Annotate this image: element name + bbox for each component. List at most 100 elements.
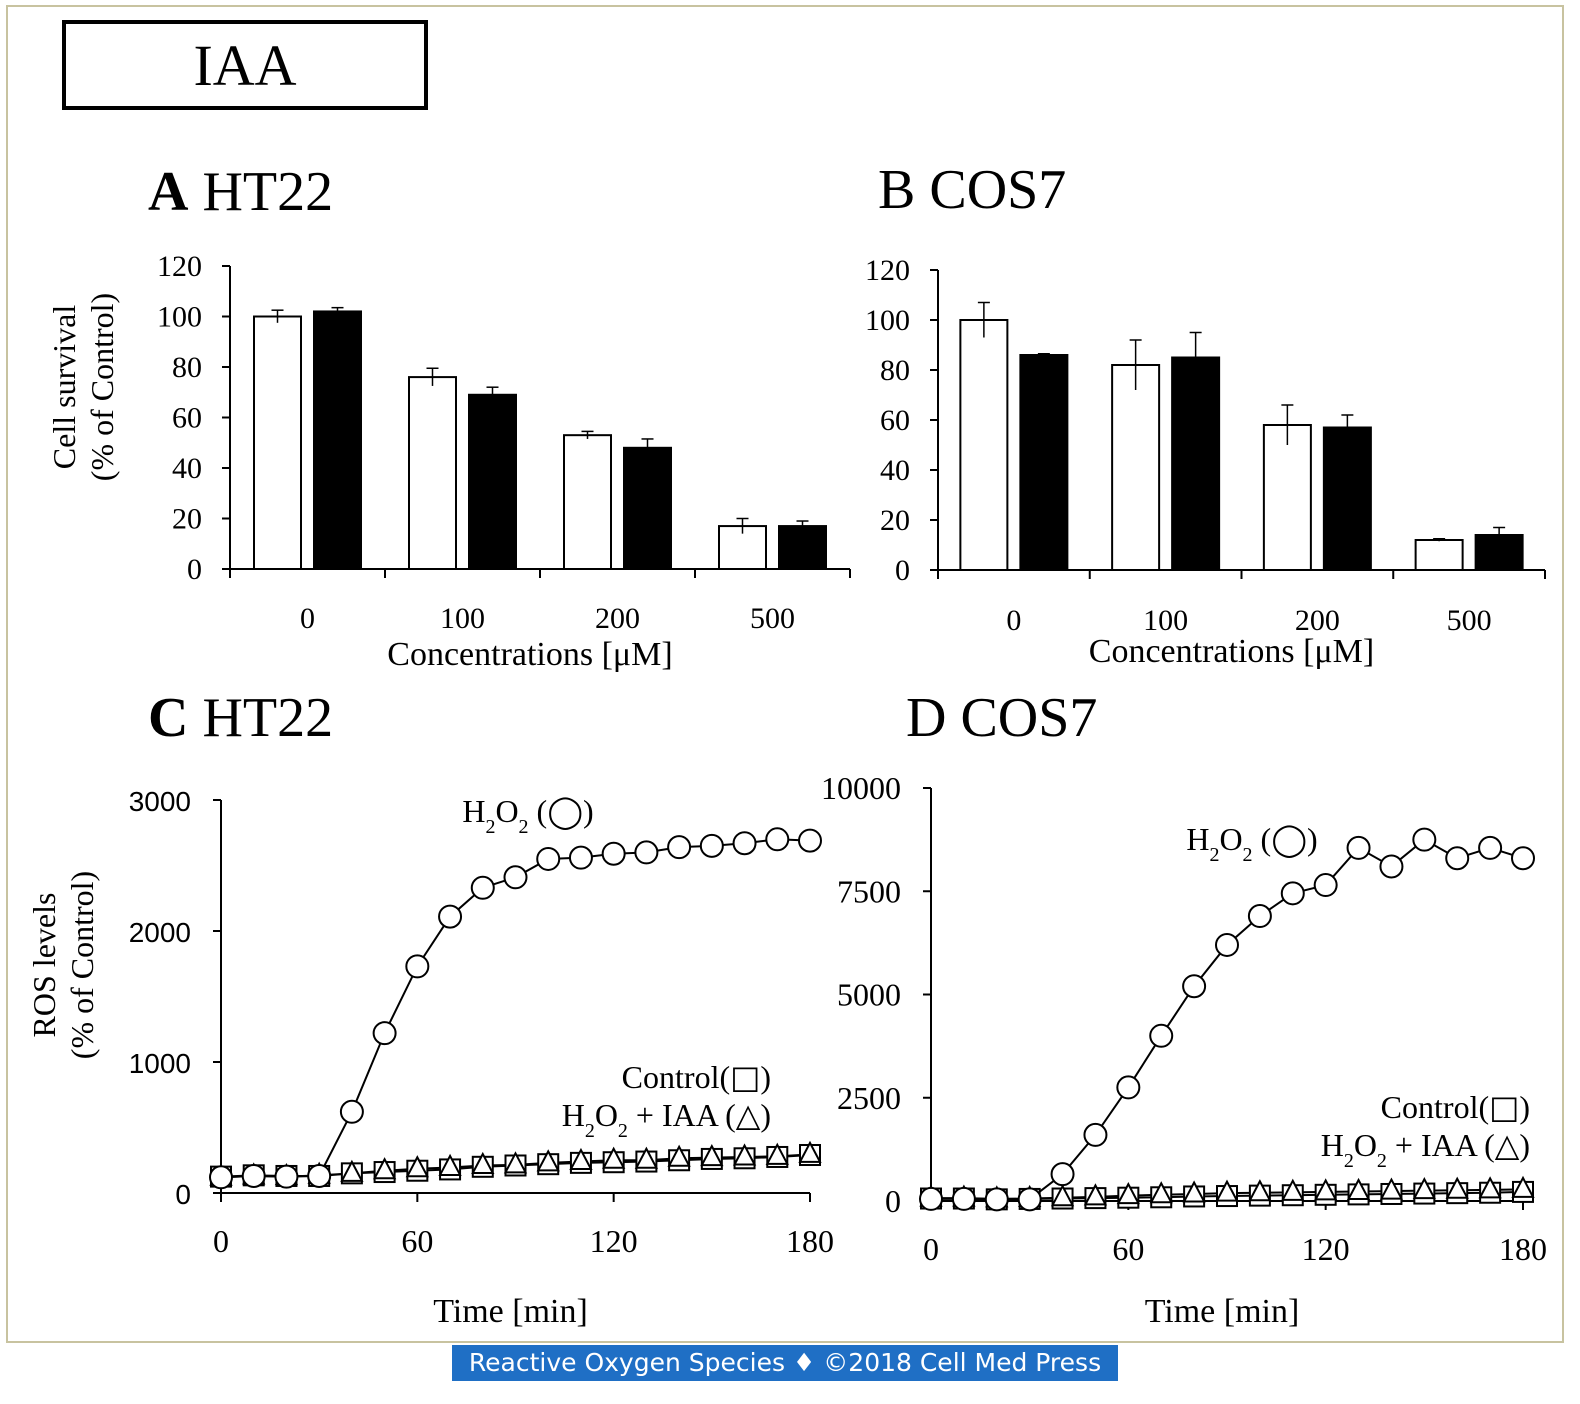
y-tick-label: 0 xyxy=(175,1179,191,1210)
y-tick-label: 80 xyxy=(880,354,910,387)
bar xyxy=(1019,354,1069,571)
panel-letter: C xyxy=(148,687,189,749)
x-tick-label: 100 xyxy=(440,602,485,635)
x-tick-label: 500 xyxy=(1447,604,1492,637)
triangle-marker xyxy=(503,1151,528,1174)
label-part: ) xyxy=(583,793,594,829)
y-tick-label: 100 xyxy=(157,301,202,334)
series-annotation: H2O2 (◯) xyxy=(462,792,593,838)
circle-marker xyxy=(1478,835,1503,860)
bar xyxy=(959,319,1009,571)
circle-marker xyxy=(307,1163,332,1188)
panel-label-d: D COS7 xyxy=(906,690,1097,746)
series-annotation: H2O2 + IAA (△) xyxy=(562,1096,771,1142)
line-chart-d: 0 2500 5000 7500 10000 0 60 120 180 Time [min] xyxy=(821,770,1547,1330)
circle-marker xyxy=(1313,873,1338,898)
y-tick-label: 20 xyxy=(172,503,202,536)
marker-glyph: □ xyxy=(1489,1088,1519,1126)
circle-marker xyxy=(1182,974,1207,999)
triangle-marker xyxy=(1511,1175,1535,1198)
bar-chart-a: 0 20 40 60 80 100 120 0 100 200 500 Concentrations … xyxy=(46,250,851,673)
label-part: ) xyxy=(1519,1089,1530,1125)
triangle-marker xyxy=(1445,1176,1469,1199)
circle-marker xyxy=(1215,932,1239,957)
circle-marker xyxy=(1149,1023,1174,1048)
circle-marker xyxy=(601,841,626,866)
subscript: 2 xyxy=(1377,1150,1387,1172)
y-tick-label: 2000 xyxy=(129,917,191,948)
triangle-marker xyxy=(536,1149,560,1172)
triangle-marker xyxy=(438,1153,462,1176)
circle-marker xyxy=(274,1164,299,1189)
triangle-marker xyxy=(340,1159,364,1182)
circle-marker xyxy=(634,840,659,865)
x-tick-label: 60 xyxy=(1112,1231,1144,1267)
circle-marker xyxy=(699,833,724,858)
x-tick-label: 0 xyxy=(300,602,315,635)
y-tick-label: 0 xyxy=(187,553,202,586)
y-tick-label: 40 xyxy=(880,454,910,487)
triangle-marker xyxy=(765,1142,789,1165)
bar xyxy=(468,393,517,570)
triangle-marker xyxy=(1346,1177,1371,1201)
circle-marker xyxy=(1116,1075,1141,1100)
y-tick-label: 60 xyxy=(880,404,910,437)
triangle-marker xyxy=(1281,1178,1305,1201)
panel-label-b: B COS7 xyxy=(878,162,1066,218)
x-axis-label: Time [min] xyxy=(1145,1293,1300,1330)
series-annotation: Control(□) xyxy=(622,1058,771,1096)
subscript: 2 xyxy=(485,816,495,838)
label-part: Control( xyxy=(1381,1089,1489,1125)
subscript: 2 xyxy=(1243,844,1253,866)
label-part: + IAA ( xyxy=(1387,1127,1495,1163)
bar xyxy=(623,446,672,570)
y-tick-label: 2500 xyxy=(837,1080,901,1116)
bar xyxy=(1414,539,1464,571)
panel-name: HT22 xyxy=(202,161,334,223)
triangle-marker xyxy=(1412,1177,1436,1200)
y-tick-label: 80 xyxy=(172,351,202,384)
y-tick-label: 60 xyxy=(172,402,202,435)
triangle-marker xyxy=(667,1144,691,1167)
x-tick-label: 200 xyxy=(1295,604,1340,637)
marker-glyph: △ xyxy=(736,1096,761,1134)
y-tick-label: 7500 xyxy=(837,873,901,909)
circle-marker xyxy=(241,1163,266,1188)
bar xyxy=(313,310,362,570)
triangle-marker xyxy=(1379,1177,1404,1200)
series-markers xyxy=(919,827,1535,1212)
y-tick-label: 100 xyxy=(865,304,910,337)
circle-marker xyxy=(372,1021,397,1046)
circle-marker xyxy=(919,1186,943,1211)
y-axis-label: ROS levels (% of Control) xyxy=(26,871,100,1059)
circle-marker xyxy=(568,845,593,870)
triangle-marker xyxy=(372,1157,397,1180)
circle-marker xyxy=(667,835,692,860)
circle-marker xyxy=(1379,854,1404,879)
x-tick-label: 120 xyxy=(590,1223,638,1259)
label-part: ( xyxy=(529,793,548,829)
subscript: 2 xyxy=(1344,1150,1354,1172)
panel-letter: B xyxy=(878,159,916,221)
circle-marker xyxy=(1346,835,1371,860)
triangle-marker xyxy=(405,1155,429,1178)
y-tick-label: 3000 xyxy=(129,786,191,817)
label-part: ) xyxy=(760,1097,771,1133)
footer-banner: Reactive Oxygen Species ♦ ©2018 Cell Med… xyxy=(452,1345,1118,1381)
triangle-marker xyxy=(1182,1180,1206,1203)
y-tick-label: 0 xyxy=(885,1183,901,1219)
circle-marker xyxy=(405,954,430,979)
triangle-marker xyxy=(471,1151,495,1174)
y-tick-label: 120 xyxy=(157,250,202,283)
marker-glyph: ◯ xyxy=(547,792,583,830)
panel-label-c: C HT22 xyxy=(148,690,333,746)
figure-title-box: IAA xyxy=(62,20,428,110)
y-tick-label: 1000 xyxy=(129,1048,191,1079)
y-tick-label: 0 xyxy=(895,554,910,587)
bar xyxy=(1111,364,1161,571)
y-tick-label: 20 xyxy=(880,504,910,537)
bar xyxy=(778,525,827,571)
bar xyxy=(563,434,612,570)
triangle-marker xyxy=(700,1143,724,1167)
